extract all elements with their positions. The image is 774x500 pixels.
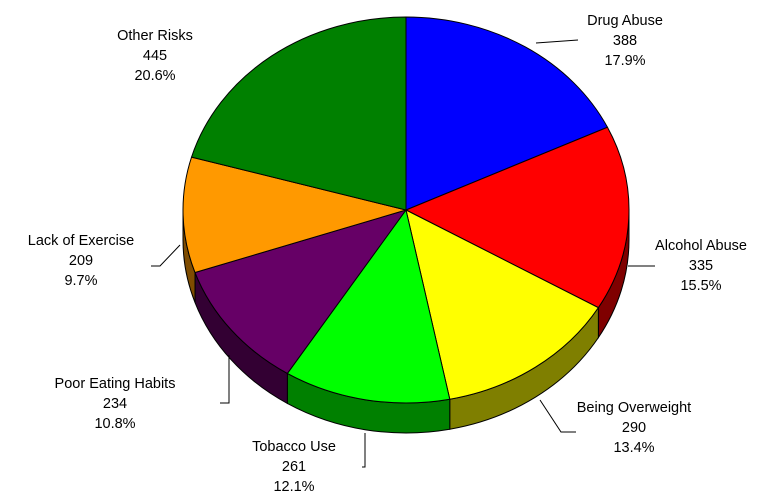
leader-line-lack-of-exercise <box>151 244 181 267</box>
leader-line-being-overweight <box>539 399 576 433</box>
slice-percent-lack-of-exercise: 9.7% <box>64 273 97 289</box>
slice-label-other-risks: Other Risks <box>117 28 193 44</box>
leader-line-drug-abuse <box>535 39 579 44</box>
slice-label-lack-of-exercise: Lack of Exercise <box>28 233 134 249</box>
slice-value-being-overweight: 290 <box>622 420 646 436</box>
slice-label-drug-abuse: Drug Abuse <box>587 13 663 29</box>
slice-value-lack-of-exercise: 209 <box>69 253 93 269</box>
slice-labels: Drug Abuse 388 17.9% Alcohol Abuse 335 15.5% B… <box>28 13 747 495</box>
slice-label-alcohol-abuse: Alcohol Abuse <box>655 238 747 254</box>
slice-label-tobacco-use: Tobacco Use <box>252 439 336 455</box>
slice-percent-drug-abuse: 17.9% <box>604 53 645 69</box>
slice-label-poor-eating-habits: Poor Eating Habits <box>55 376 176 392</box>
slice-value-other-risks: 445 <box>143 48 167 64</box>
pie-slice-drug-abuse <box>405 16 609 211</box>
slice-percent-other-risks: 20.6% <box>134 68 175 84</box>
pie-slice-alcohol-abuse <box>404 126 630 309</box>
slice-percent-alcohol-abuse: 15.5% <box>680 278 721 294</box>
pie-slice-being-overweight <box>405 209 600 400</box>
pie-slice-poor-eating-habits <box>194 209 408 375</box>
slice-percent-tobacco-use: 12.1% <box>273 479 314 495</box>
slice-percent-poor-eating-habits: 10.8% <box>94 416 135 432</box>
leader-line-tobacco-use <box>362 433 366 468</box>
leader-line-poor-eating-habits <box>220 355 230 404</box>
pie-slice-other-risks <box>190 16 407 211</box>
slice-value-alcohol-abuse: 335 <box>689 258 713 274</box>
slice-label-being-overweight: Being Overweight <box>577 400 691 416</box>
pie-slice-tobacco-use <box>286 208 451 404</box>
pie-slice-lack-of-exercise <box>182 156 408 274</box>
slice-value-poor-eating-habits: 234 <box>103 396 127 412</box>
pie-slices <box>182 16 630 404</box>
slice-percent-being-overweight: 13.4% <box>613 440 654 456</box>
slice-value-drug-abuse: 388 <box>613 33 637 49</box>
slice-value-tobacco-use: 261 <box>282 459 306 475</box>
